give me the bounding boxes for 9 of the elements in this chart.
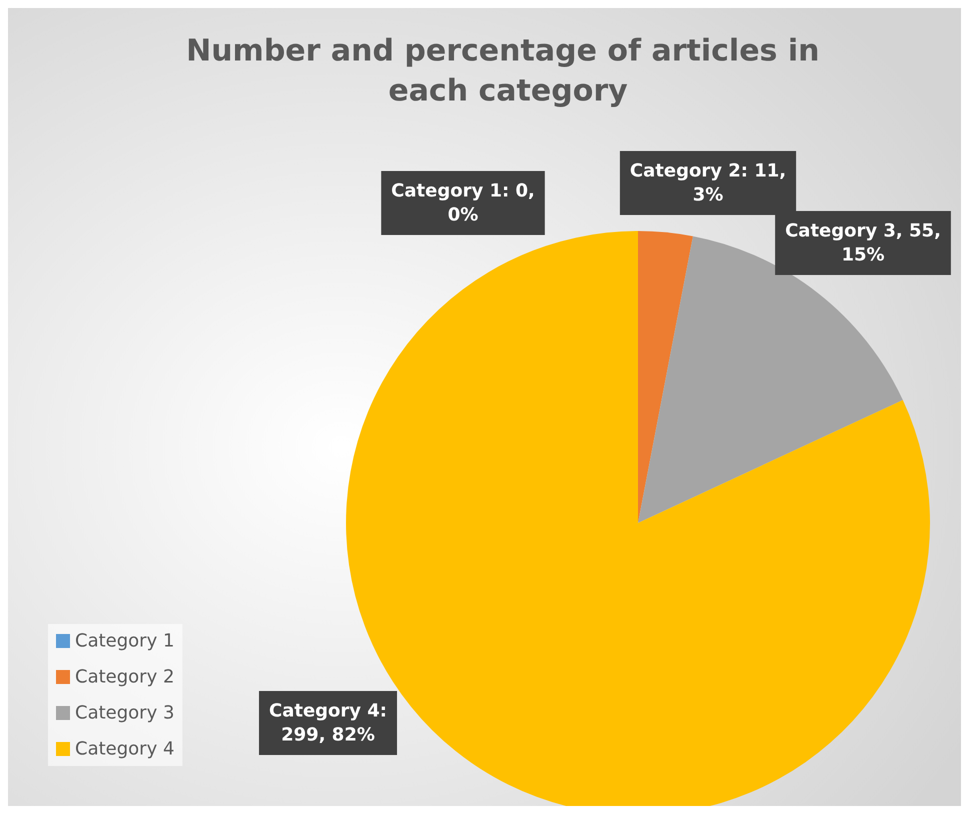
data-label: Category 4: 299, 82% <box>268 700 388 746</box>
data-label: Category 3, 55, 15% <box>785 220 941 266</box>
legend-label: Category 2 <box>75 666 174 688</box>
data-label: Category 2: 11, 3% <box>630 160 786 206</box>
legend-label: Category 4 <box>75 738 174 760</box>
text: Category 1: 0, 0% <box>391 180 535 226</box>
legend-label: Category 3 <box>75 702 174 724</box>
chart-title: Number and percentage of articles in each category <box>186 34 830 108</box>
legend-label: Category 1 <box>75 630 174 652</box>
